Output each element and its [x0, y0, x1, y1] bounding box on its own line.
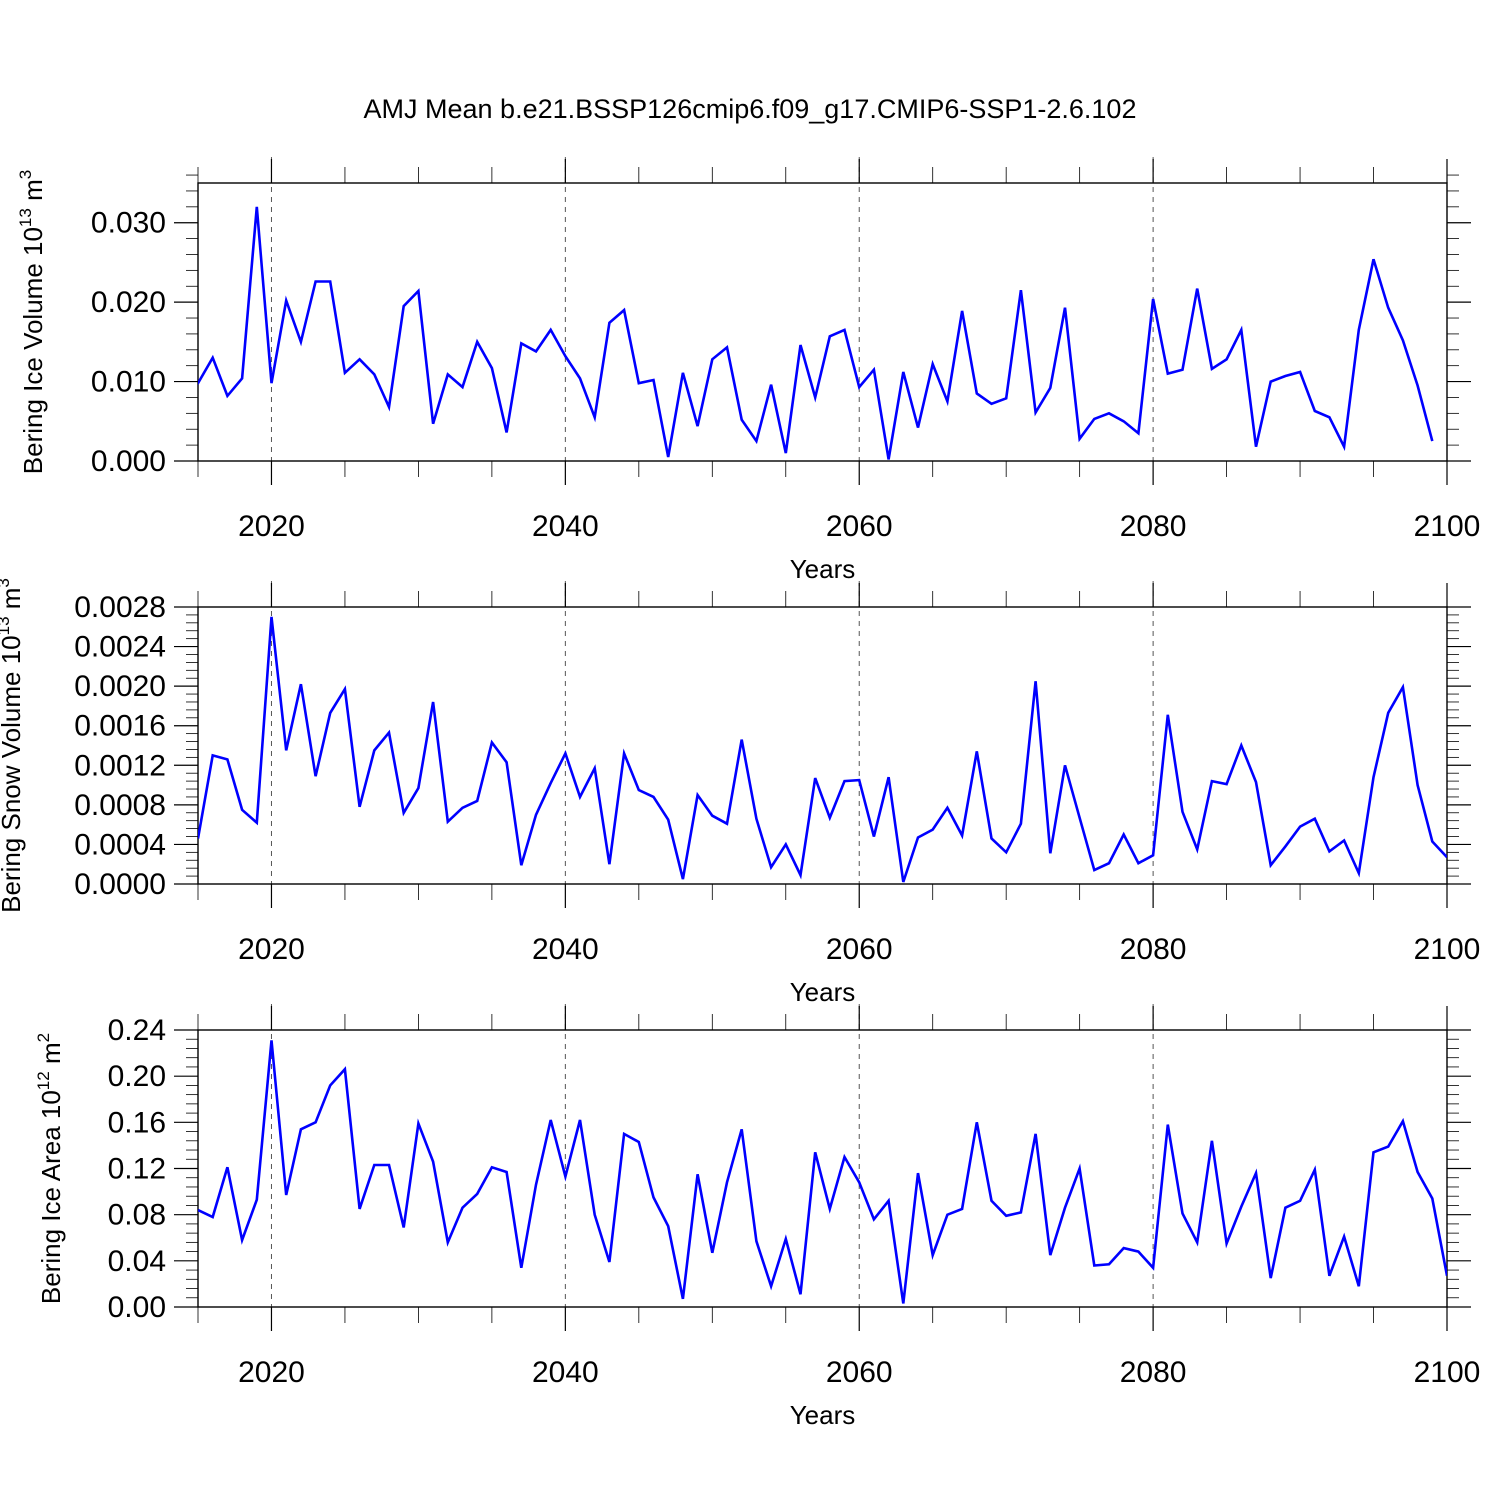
y-axis-label-unit: m — [0, 588, 26, 617]
ice-area-panel: 0.00 0.04 0.08 0.12 0.16 0.20 0.24 2020 2040 2060… — [34, 1004, 1480, 1430]
y-tick-label: 0.010 — [91, 366, 166, 399]
plot-frame — [197, 182, 1448, 462]
x-axis-label: Years — [790, 977, 856, 1007]
y-tick-label: 0.020 — [91, 286, 166, 319]
y-axis-label: Bering Ice Area 1012 m2 — [34, 1033, 66, 1304]
x-tick-label: 2100 — [1414, 510, 1481, 543]
y-axis-label-text: Bering Ice Volume 10 — [18, 227, 48, 474]
y-axis-label-exponent: 12 — [34, 1071, 53, 1090]
y-axis-label: Bering Snow Volume 1013 m3 — [0, 578, 26, 913]
series-line-ice_volume — [198, 206, 1434, 460]
x-tick-label: 2040 — [532, 1356, 599, 1389]
x-tick-label: 2080 — [1120, 933, 1187, 966]
y-tick-label: 0.030 — [91, 207, 166, 240]
plot-frame — [197, 1029, 1448, 1308]
y-tick-label: 0.16 — [108, 1106, 166, 1139]
x-tick-label: 2060 — [826, 510, 893, 543]
y-axis-label-text: Bering Ice Area 10 — [36, 1090, 66, 1304]
figure-title: AMJ Mean b.e21.BSSP126cmip6.f09_g17.CMIP… — [364, 94, 1137, 124]
y-axis-label-exponent: 13 — [0, 616, 13, 635]
y-tick-label: 0.0024 — [74, 631, 166, 664]
plot-frame — [197, 606, 1448, 885]
y-tick-label: 0.24 — [108, 1014, 166, 1047]
x-tick-label: 2100 — [1414, 933, 1481, 966]
y-tick-label: 0.0012 — [74, 749, 166, 782]
y-axis-label-exponent: 13 — [16, 208, 35, 227]
x-tick-label: 2020 — [238, 1356, 305, 1389]
x-tick-label: 2040 — [532, 933, 599, 966]
x-tick-label: 2060 — [826, 1356, 893, 1389]
y-tick-label: 0.0028 — [74, 591, 166, 624]
ice-volume-panel: 0.000 0.010 0.020 0.030 2020 2040 2060 2080 2100… — [16, 157, 1480, 584]
y-axis-label-unit-exponent: 3 — [16, 170, 35, 179]
x-tick-label: 2020 — [238, 510, 305, 543]
y-tick-label: 0.0000 — [74, 868, 166, 901]
y-tick-label: 0.0008 — [74, 789, 166, 822]
x-tick-label: 2080 — [1120, 1356, 1187, 1389]
series-line-snow_volume — [198, 616, 1447, 883]
series-line-ice_area — [198, 1040, 1447, 1304]
y-tick-label: 0.12 — [108, 1153, 166, 1186]
y-axis-label-unit: m — [18, 179, 48, 208]
x-tick-label: 2060 — [826, 933, 893, 966]
snow-volume-panel: 0.0000 0.0004 0.0008 0.0012 0.0016 0.0020 0.00… — [0, 578, 1480, 1007]
y-tick-label: 0.0004 — [74, 828, 166, 861]
x-tick-label: 2100 — [1414, 1356, 1481, 1389]
y-axis-label: Bering Ice Volume 1013 m3 — [16, 170, 48, 474]
x-tick-label: 2040 — [532, 510, 599, 543]
y-tick-label: 0.08 — [108, 1199, 166, 1232]
y-axis-label-unit-exponent: 3 — [0, 578, 13, 587]
y-axis-label-unit-exponent: 2 — [34, 1033, 53, 1042]
y-tick-label: 0.000 — [91, 445, 166, 478]
y-axis-label-unit: m — [36, 1042, 66, 1071]
y-tick-label: 0.20 — [108, 1060, 166, 1093]
y-tick-label: 0.04 — [108, 1245, 166, 1278]
x-axis-label: Years — [790, 554, 856, 584]
y-tick-label: 0.00 — [108, 1291, 166, 1324]
y-tick-label: 0.0020 — [74, 670, 166, 703]
y-tick-label: 0.0016 — [74, 710, 166, 743]
x-tick-label: 2020 — [238, 933, 305, 966]
x-tick-label: 2080 — [1120, 510, 1187, 543]
x-axis-label: Years — [790, 1400, 856, 1430]
y-axis-label-text: Bering Snow Volume 10 — [0, 635, 26, 913]
